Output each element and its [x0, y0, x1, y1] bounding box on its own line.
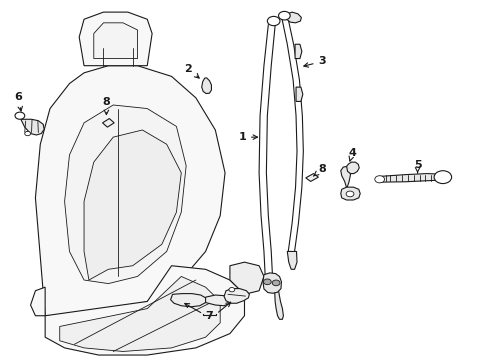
Polygon shape — [340, 187, 360, 200]
Polygon shape — [79, 12, 152, 66]
Polygon shape — [64, 105, 186, 284]
Text: 2: 2 — [184, 64, 199, 78]
Polygon shape — [263, 273, 281, 293]
Circle shape — [228, 288, 234, 292]
Polygon shape — [170, 294, 205, 307]
Polygon shape — [45, 266, 244, 355]
Text: 8: 8 — [313, 164, 325, 176]
Circle shape — [374, 176, 384, 183]
Polygon shape — [346, 162, 359, 174]
Polygon shape — [224, 289, 249, 303]
Polygon shape — [102, 118, 114, 127]
Polygon shape — [205, 295, 230, 306]
Polygon shape — [340, 166, 350, 189]
Text: 6: 6 — [15, 92, 22, 111]
Text: 3: 3 — [303, 57, 325, 67]
Circle shape — [433, 171, 451, 184]
Polygon shape — [94, 23, 137, 59]
Text: 4: 4 — [348, 148, 356, 161]
Circle shape — [346, 191, 353, 197]
Circle shape — [267, 17, 280, 26]
Polygon shape — [274, 280, 283, 319]
Polygon shape — [30, 287, 45, 316]
Polygon shape — [295, 87, 302, 102]
Text: 5: 5 — [413, 160, 421, 173]
Polygon shape — [35, 66, 224, 316]
Circle shape — [263, 279, 271, 285]
Polygon shape — [229, 262, 264, 294]
Polygon shape — [21, 119, 44, 135]
Text: 7: 7 — [205, 311, 213, 321]
Polygon shape — [284, 12, 301, 23]
Circle shape — [15, 112, 25, 119]
Text: 8: 8 — [102, 97, 110, 114]
Polygon shape — [294, 44, 301, 59]
Polygon shape — [287, 251, 296, 269]
Polygon shape — [84, 130, 181, 280]
Polygon shape — [60, 276, 220, 351]
Circle shape — [272, 280, 280, 286]
Polygon shape — [305, 174, 318, 181]
Circle shape — [25, 131, 30, 136]
Polygon shape — [379, 174, 442, 182]
Polygon shape — [201, 78, 211, 94]
Circle shape — [278, 12, 289, 20]
Text: 1: 1 — [238, 132, 257, 142]
